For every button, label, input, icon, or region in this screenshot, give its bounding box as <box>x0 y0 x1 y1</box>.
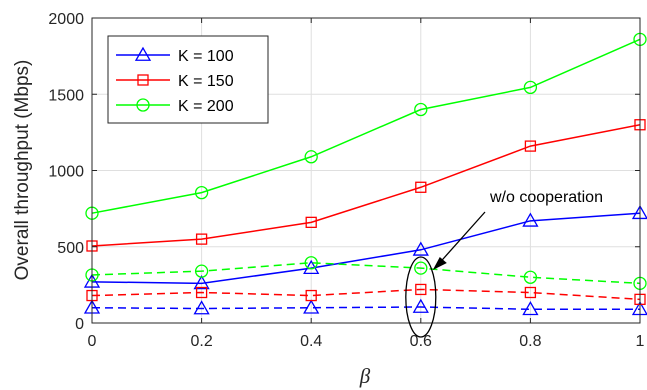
data-point <box>415 283 427 296</box>
axes <box>91 17 641 324</box>
data-point <box>523 270 538 284</box>
legend: K = 100 K = 150 K = 200 <box>107 35 269 124</box>
x-tick-label: 1 <box>636 333 645 350</box>
data-point <box>305 289 317 302</box>
series-line <box>91 124 641 247</box>
x-tick-label: 0.2 <box>190 333 212 350</box>
data-point <box>522 300 539 316</box>
annotation: w/o cooperation <box>405 189 603 338</box>
legend-entry: K = 100 <box>116 46 234 65</box>
data-point <box>305 216 317 229</box>
data-point <box>524 140 537 152</box>
data-point <box>523 80 538 95</box>
data-point <box>412 298 429 313</box>
series-line <box>91 38 641 214</box>
tick-labels: 0 0.2 0.4 0.6 0.8 1 0 500 1000 1500 2000 <box>48 11 644 350</box>
series-0 <box>83 204 647 290</box>
data-point <box>193 275 210 290</box>
data-point <box>195 286 208 299</box>
annotation-arrowhead <box>432 257 447 270</box>
legend-label: K = 150 <box>178 73 234 90</box>
y-tick-label: 1000 <box>48 164 84 181</box>
legend-marker <box>134 46 152 61</box>
data-point <box>415 181 427 193</box>
data-point <box>195 233 208 245</box>
y-axis-label: Overall throughput (Mbps) <box>12 60 33 281</box>
x-tick-label: 0.6 <box>410 333 432 350</box>
data-point <box>414 102 428 117</box>
legend-label: K = 100 <box>178 48 234 65</box>
legend-marker <box>136 98 150 112</box>
series-2 <box>85 32 647 220</box>
x-axis-label: β <box>359 364 371 388</box>
y-tick-label: 2000 <box>48 11 84 28</box>
legend-entry: K = 150 <box>116 73 234 90</box>
legend-entry: K = 200 <box>116 98 234 115</box>
x-tick-label: 0.4 <box>300 333 322 350</box>
series-3 <box>83 298 647 316</box>
x-tick-label: 0 <box>88 333 97 350</box>
y-tick-label: 1500 <box>48 87 84 104</box>
annotation-text: w/o cooperation <box>489 189 603 206</box>
legend-marker <box>137 74 149 86</box>
annotation-arrow <box>436 211 486 267</box>
series-5 <box>85 256 647 291</box>
data-point <box>194 264 209 278</box>
data-point <box>304 150 318 164</box>
data-point <box>414 261 428 275</box>
data-point <box>522 212 539 227</box>
legend-label: K = 200 <box>178 98 234 115</box>
x-tick-label: 0.8 <box>519 333 541 350</box>
series-line <box>91 262 641 285</box>
data-point <box>193 300 210 315</box>
data-point <box>524 286 537 299</box>
y-tick-label: 500 <box>57 240 84 257</box>
data-point <box>304 256 318 270</box>
series-line <box>91 288 641 301</box>
series-line <box>91 212 641 285</box>
series-1 <box>86 119 646 252</box>
annotation-ellipse <box>405 256 437 338</box>
series-4 <box>86 283 646 306</box>
data-point <box>303 299 320 314</box>
y-tick-label: 0 <box>75 316 84 333</box>
data-point <box>194 185 209 200</box>
series-line <box>91 306 640 311</box>
data-point <box>412 241 429 256</box>
